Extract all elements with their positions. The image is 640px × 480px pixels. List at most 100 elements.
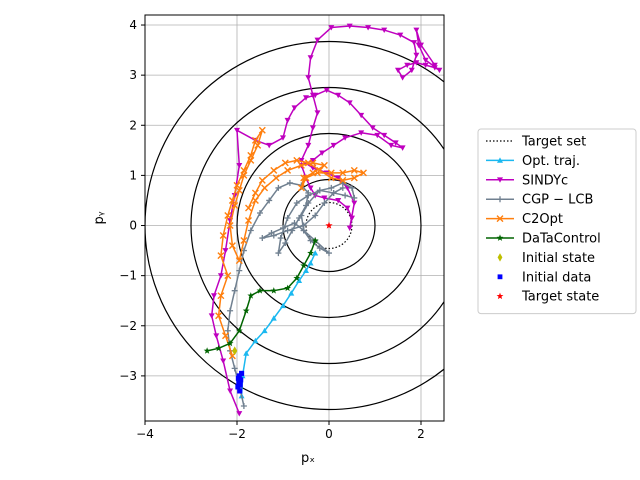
point-sindyc-28 [374, 132, 381, 139]
point-c2opt-20 [228, 242, 236, 250]
point-opt-traj-3 [252, 337, 259, 344]
point-opt-traj-4 [261, 327, 268, 334]
point-c2opt-24 [251, 196, 259, 204]
point-sindyc-42 [346, 225, 353, 232]
series-initial-data [235, 370, 245, 394]
point-cgp-lcb-2 [231, 365, 238, 372]
legend-label-initial-state: Initial state [522, 251, 595, 266]
point-c2opt-33 [297, 184, 305, 192]
point-datacontrol-7 [270, 287, 278, 294]
point-sindyc-36 [307, 185, 314, 191]
point-c2opt-1 [222, 332, 229, 340]
series-c2opt [215, 126, 367, 360]
point-sindyc-5 [211, 293, 217, 299]
point-c2opt-4 [224, 272, 232, 280]
legend-marker-datacontrol [496, 234, 504, 241]
legend-label-cgp-lcb: CGP − LCB [522, 193, 593, 208]
point-cgp-lcb-7 [236, 267, 243, 274]
point-cgp-lcb-45 [270, 232, 277, 239]
point-cgp-lcb-23 [293, 199, 300, 206]
point-cgp-lcb-44 [259, 235, 266, 242]
target-set-circle [305, 201, 353, 250]
point-sindyc-10 [236, 162, 243, 169]
point-sindyc-33 [309, 157, 316, 164]
point-sindyc-19 [323, 87, 330, 94]
point-datacontrol-4 [242, 307, 250, 314]
point-sindyc-26 [399, 145, 406, 151]
point-cgp-lcb-11 [266, 197, 273, 204]
legend-marker-opt-traj [497, 157, 503, 163]
point-c2opt-16 [240, 171, 248, 179]
legend-box [477, 128, 637, 315]
legend-marker-target-state [496, 292, 504, 300]
point-cgp-lcb-29 [349, 184, 355, 191]
y-tick-label-3: 0 [129, 219, 137, 233]
point-sindyc-54 [307, 55, 314, 61]
point-sindyc-55 [314, 37, 321, 44]
series-layer [203, 23, 443, 417]
point-datacontrol-8 [284, 284, 292, 292]
point-opt-traj-5 [270, 315, 277, 321]
series-line-sindyc [210, 25, 441, 414]
point-sindyc-7 [222, 248, 229, 254]
point-cgp-lcb-6 [231, 287, 238, 294]
point-c2opt-36 [327, 169, 335, 177]
legend-marker-cgp-lcb [497, 196, 503, 203]
y-tick-label-2: −1 [119, 269, 137, 283]
point-c2opt-5 [217, 252, 225, 260]
y-tick-label-7: 4 [129, 18, 137, 32]
point-c2opt-22 [240, 237, 248, 245]
point-c2opt-43 [316, 166, 324, 174]
point-sindyc-41 [349, 215, 355, 221]
point-sindyc-58 [365, 25, 372, 31]
y-tick-label-1: −2 [119, 319, 137, 333]
point-cgp-lcb-20 [275, 250, 282, 257]
point-c2opt-10 [240, 166, 248, 174]
point-datacontrol-3 [235, 327, 243, 334]
legend-marker-c2opt [496, 215, 504, 223]
point-sindyc-21 [346, 100, 353, 106]
point-sindyc-30 [342, 135, 349, 141]
point-c2opt-8 [228, 196, 236, 204]
point-sindyc-0 [236, 411, 243, 417]
point-sindyc-15 [284, 117, 291, 124]
point-opt-traj-2 [243, 350, 250, 356]
point-c2opt-13 [258, 126, 266, 134]
point-sindyc-20 [335, 92, 342, 99]
point-sindyc-22 [358, 112, 365, 119]
y-tick-label-0: −3 [119, 369, 137, 383]
point-c2opt-34 [302, 174, 310, 182]
point-opt-traj-6 [280, 302, 286, 309]
legend-marker-initial-state [497, 253, 503, 262]
point-sindyc-56 [328, 25, 335, 31]
point-c2opt-15 [247, 156, 255, 164]
y-axis-label: pᵧ [92, 211, 107, 224]
series-sindyc [208, 23, 443, 417]
point-cgp-lcb-40 [300, 227, 307, 234]
point-sindyc-74 [418, 42, 424, 49]
point-cgp-lcb-32 [316, 187, 323, 194]
point-datacontrol-12 [311, 236, 319, 244]
legend-label-initial-data: Initial data [522, 270, 591, 285]
point-cgp-lcb-37 [316, 245, 323, 252]
point-datacontrol-11 [307, 249, 315, 256]
point-c2opt-26 [272, 174, 280, 182]
x-tick-label-3: 2 [417, 427, 425, 441]
series-initial-state [232, 346, 238, 356]
point-c2opt-49 [251, 189, 259, 197]
point-sindyc-71 [422, 57, 429, 64]
point-c2opt-12 [251, 136, 259, 144]
point-c2opt-44 [304, 159, 312, 167]
point-cgp-lcb-5 [227, 307, 234, 314]
point-c2opt-7 [224, 211, 232, 219]
point-datacontrol-1 [215, 344, 223, 352]
point-sindyc-25 [392, 140, 399, 146]
point-initial-data-4 [237, 388, 243, 394]
point-datacontrol-6 [256, 287, 264, 294]
point-cgp-lcb-9 [247, 227, 254, 234]
point-cgp-lcb-13 [286, 179, 293, 186]
point-sindyc-70 [436, 67, 443, 74]
point-cgp-lcb-0 [240, 402, 247, 409]
level-circle-3 [145, 40, 444, 411]
